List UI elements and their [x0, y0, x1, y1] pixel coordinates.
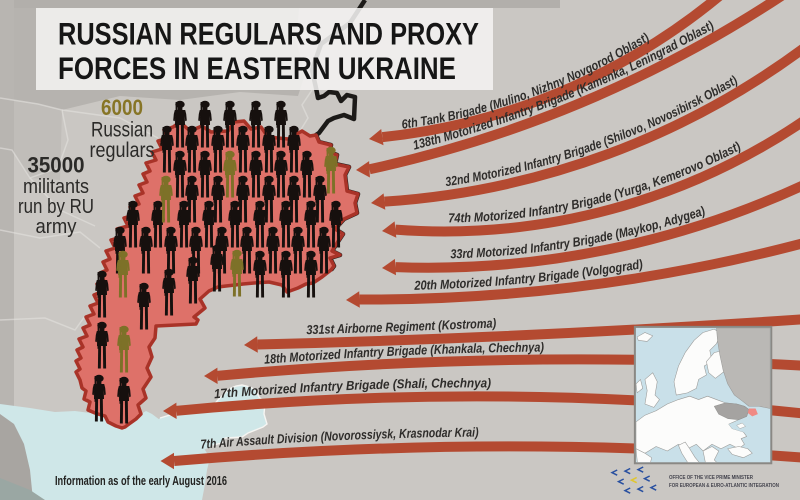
svg-text:FOR EUROPEAN & EURO-ATLANTIC I: FOR EUROPEAN & EURO-ATLANTIC INTEGRATION: [669, 483, 779, 489]
svg-text:army: army: [36, 215, 78, 238]
svg-text:331st Airborne Regiment (Kostr: 331st Airborne Regiment (Kostroma): [306, 315, 496, 337]
svg-text:OFFICE OF THE VICE PRIME MINIS: OFFICE OF THE VICE PRIME MINISTER: [669, 475, 753, 481]
svg-text:regulars: regulars: [90, 139, 155, 162]
svg-text:run by RU: run by RU: [18, 195, 94, 218]
svg-text:militants: militants: [23, 175, 89, 198]
svg-text:RUSSIAN REGULARS AND PROXY: RUSSIAN REGULARS AND PROXY: [58, 16, 479, 52]
svg-text:35000: 35000: [28, 153, 85, 178]
svg-text:6000: 6000: [101, 95, 143, 120]
svg-text:Russian: Russian: [91, 119, 153, 142]
svg-text:FORCES IN EASTERN UKRAINE: FORCES IN EASTERN UKRAINE: [58, 50, 456, 86]
svg-text:Information as of the early Au: Information as of the early August 2016: [55, 473, 227, 488]
